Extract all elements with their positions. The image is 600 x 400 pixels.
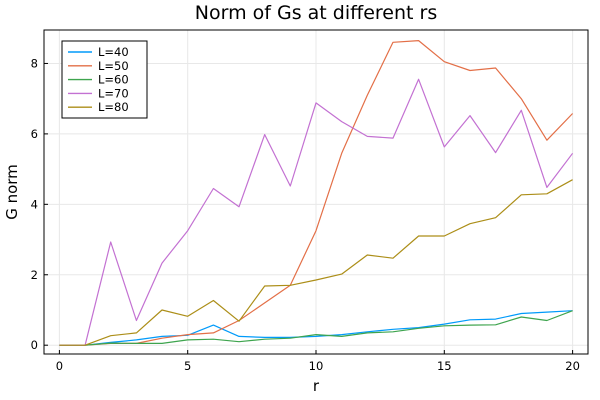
series-line-l-40: [59, 310, 573, 346]
axis-ticks: 0 5 10 15 20 0 2 4 6 8: [31, 56, 580, 373]
legend-label: L=40: [98, 45, 129, 59]
series-line-l-70: [59, 78, 574, 346]
x-tick-label: 20: [565, 359, 580, 373]
legend-box: [61, 40, 148, 119]
x-axis-label: r: [313, 377, 320, 395]
y-tick-label: 8: [31, 56, 38, 70]
x-tick-label: 0: [56, 359, 63, 373]
legend-label: L=80: [98, 100, 129, 114]
legend-label: L=60: [98, 73, 129, 87]
chart-title: Norm of Gs at different rs: [195, 2, 437, 24]
series-lines: [59, 39, 574, 346]
series-line-l-80: [59, 179, 573, 346]
series-line-l-60: [59, 310, 573, 346]
legend-label: L=50: [98, 59, 129, 73]
x-tick-label: 5: [184, 359, 191, 373]
y-tick-label: 4: [31, 197, 38, 211]
y-tick-label: 2: [31, 268, 38, 282]
x-tick-label: 10: [309, 359, 324, 373]
grid: [44, 30, 588, 354]
legend: L=40L=50L=60L=70L=80: [61, 40, 148, 119]
series-line-l-50: [59, 39, 574, 346]
y-tick-label: 6: [31, 127, 38, 141]
y-tick-label: 0: [31, 338, 38, 352]
legend-label: L=70: [98, 86, 129, 100]
x-tick-label: 15: [437, 359, 452, 373]
y-axis-label: G norm: [3, 164, 21, 220]
